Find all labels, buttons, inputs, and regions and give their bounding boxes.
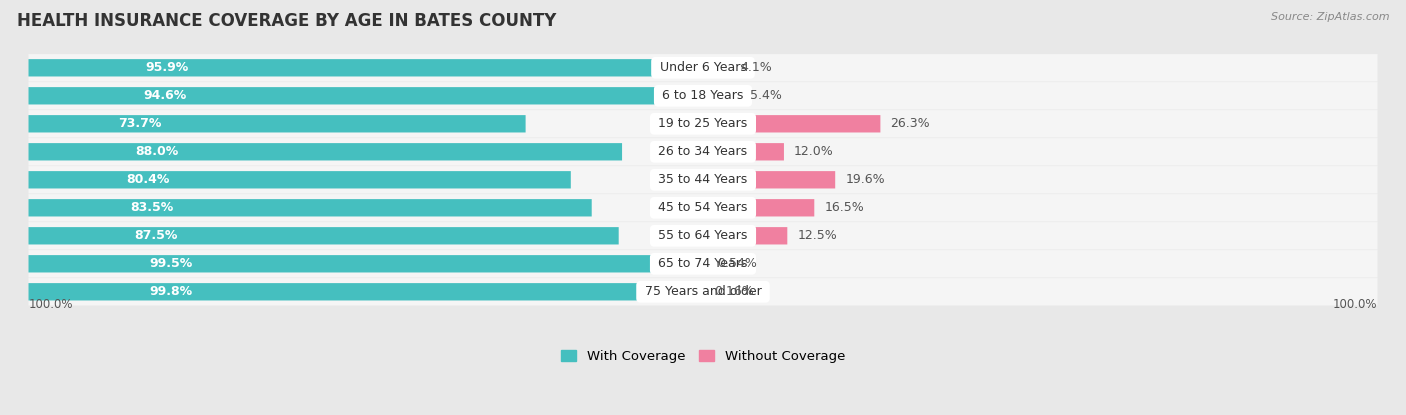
Text: Under 6 Years: Under 6 Years — [655, 61, 751, 74]
FancyBboxPatch shape — [703, 171, 835, 188]
FancyBboxPatch shape — [28, 115, 526, 132]
FancyBboxPatch shape — [28, 222, 1378, 249]
FancyBboxPatch shape — [28, 143, 621, 161]
FancyBboxPatch shape — [28, 166, 1378, 193]
FancyBboxPatch shape — [28, 278, 1378, 305]
Text: 0.54%: 0.54% — [717, 257, 756, 270]
FancyBboxPatch shape — [28, 227, 619, 244]
Text: HEALTH INSURANCE COVERAGE BY AGE IN BATES COUNTY: HEALTH INSURANCE COVERAGE BY AGE IN BATE… — [17, 12, 557, 30]
Text: 5.4%: 5.4% — [749, 89, 782, 103]
Text: 88.0%: 88.0% — [135, 145, 179, 158]
FancyBboxPatch shape — [28, 255, 700, 273]
Text: 100.0%: 100.0% — [28, 298, 73, 311]
Text: 94.6%: 94.6% — [143, 89, 187, 103]
FancyBboxPatch shape — [28, 82, 1378, 110]
Text: Source: ZipAtlas.com: Source: ZipAtlas.com — [1271, 12, 1389, 22]
Text: 55 to 64 Years: 55 to 64 Years — [654, 229, 752, 242]
Text: 95.9%: 95.9% — [145, 61, 188, 74]
Text: 99.8%: 99.8% — [149, 285, 193, 298]
FancyBboxPatch shape — [28, 87, 666, 105]
FancyBboxPatch shape — [703, 87, 740, 105]
Text: 26 to 34 Years: 26 to 34 Years — [654, 145, 752, 158]
Text: 45 to 54 Years: 45 to 54 Years — [654, 201, 752, 214]
Text: 87.5%: 87.5% — [135, 229, 179, 242]
Text: 16.5%: 16.5% — [824, 201, 865, 214]
FancyBboxPatch shape — [28, 54, 1378, 81]
FancyBboxPatch shape — [703, 59, 731, 76]
Text: 19.6%: 19.6% — [845, 173, 884, 186]
Text: 73.7%: 73.7% — [118, 117, 162, 130]
Text: 0.16%: 0.16% — [714, 285, 754, 298]
FancyBboxPatch shape — [28, 283, 702, 300]
Text: 75 Years and older: 75 Years and older — [641, 285, 765, 298]
Text: 100.0%: 100.0% — [1333, 298, 1378, 311]
Text: 99.5%: 99.5% — [149, 257, 193, 270]
Legend: With Coverage, Without Coverage: With Coverage, Without Coverage — [561, 350, 845, 363]
FancyBboxPatch shape — [28, 110, 1378, 137]
Text: 12.5%: 12.5% — [797, 229, 837, 242]
FancyBboxPatch shape — [703, 227, 787, 244]
FancyBboxPatch shape — [28, 250, 1378, 278]
Text: 80.4%: 80.4% — [127, 173, 170, 186]
FancyBboxPatch shape — [703, 115, 880, 132]
FancyBboxPatch shape — [28, 171, 571, 188]
Text: 6 to 18 Years: 6 to 18 Years — [658, 89, 748, 103]
Text: 26.3%: 26.3% — [890, 117, 931, 130]
Text: 35 to 44 Years: 35 to 44 Years — [654, 173, 752, 186]
FancyBboxPatch shape — [703, 255, 707, 273]
FancyBboxPatch shape — [703, 143, 785, 161]
Text: 65 to 74 Years: 65 to 74 Years — [654, 257, 752, 270]
Text: 4.1%: 4.1% — [741, 61, 772, 74]
FancyBboxPatch shape — [703, 199, 814, 217]
FancyBboxPatch shape — [28, 199, 592, 217]
Text: 12.0%: 12.0% — [794, 145, 834, 158]
FancyBboxPatch shape — [28, 59, 675, 76]
Text: 83.5%: 83.5% — [129, 201, 173, 214]
Text: 19 to 25 Years: 19 to 25 Years — [654, 117, 752, 130]
FancyBboxPatch shape — [28, 138, 1378, 166]
FancyBboxPatch shape — [28, 194, 1378, 222]
